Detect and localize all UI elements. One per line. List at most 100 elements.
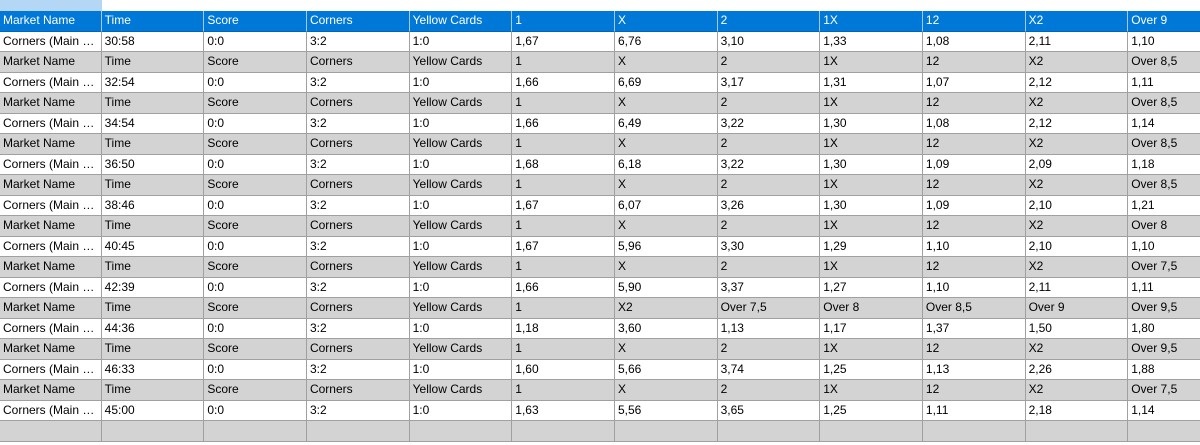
cell-odd-12[interactable]: Over 8,5 [922, 298, 1026, 319]
cell-yellow-cards[interactable]: 1:0 [409, 72, 513, 93]
cell-odd-1[interactable]: 1,67 [512, 236, 615, 257]
cell-odd-2[interactable]: 2 [717, 257, 821, 278]
cell-odd-x2[interactable]: 2,10 [1025, 195, 1129, 216]
subheader-row[interactable]: Market Name Time Score Corners Yellow Cards 1… [0, 93, 1200, 114]
cell-odd-1[interactable]: 1 [512, 298, 615, 319]
cell-market-name[interactable]: Market Name [0, 175, 102, 196]
cell-odd-12[interactable]: 1,13 [922, 359, 1026, 380]
cell-odd-1x[interactable]: 1X [820, 52, 923, 73]
cell-time[interactable]: 46:33 [101, 359, 205, 380]
subheader-row[interactable]: Market Name Time Score Corners Yellow Cards 1… [0, 175, 1200, 196]
cell-corners[interactable]: 3:2 [306, 154, 410, 175]
subheader-row[interactable]: Market Name Time Score Corners Yellow Cards 1… [0, 380, 1200, 401]
cell-odd-12[interactable]: 12 [922, 257, 1026, 278]
cell-odd-x[interactable]: X [614, 52, 718, 73]
table-row[interactable]: Corners (Main Ga... 44:36 0:0 3:2 1:0 1,18 3,6… [0, 318, 1200, 339]
cell-market-name[interactable]: Corners (Main Ga... [0, 31, 102, 52]
empty-new-row[interactable] [0, 421, 1200, 442]
cell-odd-2[interactable]: 2 [717, 339, 821, 360]
cell-corners[interactable]: Corners [306, 257, 410, 278]
cell-odd-1x[interactable]: 1X [820, 380, 923, 401]
cell-market-name[interactable]: Corners (Main Ga... [0, 72, 102, 93]
cell-score[interactable]: Score [204, 298, 307, 319]
cell-market-name[interactable]: Corners (Main Ga... [0, 400, 102, 421]
cell-score[interactable]: Score [204, 257, 307, 278]
empty-cell[interactable] [614, 421, 718, 442]
cell-odd-x[interactable]: 5,90 [614, 277, 718, 298]
cell-odd-1[interactable]: 1,18 [512, 318, 615, 339]
cell-odd-1x[interactable]: Over 8 [820, 298, 923, 319]
cell-odd-1x[interactable]: 1,30 [820, 154, 923, 175]
empty-cell[interactable] [1025, 421, 1129, 442]
cell-odd-1x[interactable]: 1,17 [820, 318, 923, 339]
empty-cell[interactable] [101, 421, 205, 442]
cell-odd-x2[interactable]: X2 [1025, 52, 1129, 73]
cell-corners[interactable]: 3:2 [306, 72, 410, 93]
cell-odd-x[interactable]: 6,76 [614, 31, 718, 52]
cell-corners[interactable]: 3:2 [306, 400, 410, 421]
cell-odd-x[interactable]: X2 [614, 298, 718, 319]
cell-yellow-cards[interactable]: Yellow Cards [409, 216, 513, 237]
cell-odd-1x[interactable]: 1X [820, 257, 923, 278]
cell-odd-x2[interactable]: X2 [1025, 216, 1129, 237]
cell-time[interactable]: 30:58 [101, 31, 205, 52]
cell-odd-12[interactable]: 12 [922, 93, 1026, 114]
cell-odd-1x[interactable]: 1X [820, 216, 923, 237]
cell-odd-x[interactable]: 5,96 [614, 236, 718, 257]
cell-odd-2[interactable]: 3,17 [717, 72, 821, 93]
cell-odd-over[interactable]: 1,11 [1128, 72, 1200, 93]
empty-cell[interactable] [922, 421, 1026, 442]
cell-odd-1x[interactable]: 1,30 [820, 195, 923, 216]
cell-market-name[interactable]: Market Name [0, 134, 102, 155]
empty-cell[interactable] [1128, 421, 1200, 442]
cell-odd-over[interactable]: 1,10 [1128, 236, 1200, 257]
cell-odd-1x[interactable]: 1,33 [820, 31, 923, 52]
cell-corners[interactable]: 3:2 [306, 195, 410, 216]
cell-odd-over[interactable]: 1,21 [1128, 195, 1200, 216]
cell-yellow-cards[interactable]: Yellow Cards [409, 175, 513, 196]
cell-corners[interactable]: 3:2 [306, 113, 410, 134]
table-row[interactable]: Corners (Main Ga... 46:33 0:0 3:2 1:0 1,60 5,6… [0, 359, 1200, 380]
column-header-odd-over[interactable]: Over 9 [1128, 11, 1200, 32]
cell-yellow-cards[interactable]: 1:0 [409, 400, 513, 421]
cell-corners[interactable]: Corners [306, 93, 410, 114]
cell-odd-1[interactable]: 1,60 [512, 359, 615, 380]
cell-corners[interactable]: Corners [306, 52, 410, 73]
cell-odd-1[interactable]: 1,63 [512, 400, 615, 421]
cell-odd-12[interactable]: 12 [922, 175, 1026, 196]
cell-odd-x2[interactable]: 2,10 [1025, 236, 1129, 257]
cell-time[interactable]: 44:36 [101, 318, 205, 339]
cell-odd-12[interactable]: 1,09 [922, 154, 1026, 175]
cell-time[interactable]: Time [101, 380, 205, 401]
cell-score[interactable]: Score [204, 380, 307, 401]
table-row[interactable]: Corners (Main Ga... 36:50 0:0 3:2 1:0 1,68 6,1… [0, 154, 1200, 175]
cell-odd-over[interactable]: 1,10 [1128, 31, 1200, 52]
cell-odd-over[interactable]: Over 8 [1128, 216, 1200, 237]
cell-corners[interactable]: 3:2 [306, 318, 410, 339]
table-row[interactable]: Corners (Main Ga... 32:54 0:0 3:2 1:0 1,66 6,6… [0, 72, 1200, 93]
column-header-odd-1[interactable]: 1 [512, 11, 615, 32]
cell-odd-x[interactable]: X [614, 257, 718, 278]
cell-odd-x[interactable]: X [614, 339, 718, 360]
cell-score[interactable]: Score [204, 52, 307, 73]
column-header-market-name[interactable]: Market Name [0, 11, 102, 32]
cell-odd-x2[interactable]: 2,11 [1025, 31, 1129, 52]
cell-market-name[interactable]: Market Name [0, 93, 102, 114]
cell-score[interactable]: 0:0 [204, 236, 307, 257]
cell-odd-1x[interactable]: 1X [820, 134, 923, 155]
subheader-row[interactable]: Market Name Time Score Corners Yellow Cards 1… [0, 257, 1200, 278]
table-row[interactable]: Corners (Main Ga... 34:54 0:0 3:2 1:0 1,66 6,4… [0, 113, 1200, 134]
empty-cell[interactable] [820, 421, 923, 442]
cell-yellow-cards[interactable]: 1:0 [409, 359, 513, 380]
column-header-score[interactable]: Score [204, 11, 307, 32]
cell-yellow-cards[interactable]: 1:0 [409, 236, 513, 257]
cell-odd-over[interactable]: 1,18 [1128, 154, 1200, 175]
cell-odd-over[interactable]: Over 8,5 [1128, 134, 1200, 155]
cell-yellow-cards[interactable]: Yellow Cards [409, 52, 513, 73]
cell-odd-2[interactable]: 3,37 [717, 277, 821, 298]
cell-odd-x2[interactable]: 2,11 [1025, 277, 1129, 298]
empty-cell[interactable] [512, 421, 615, 442]
table-row[interactable]: Corners (Main Ga... 45:00 0:0 3:2 1:0 1,63 5,5… [0, 400, 1200, 421]
cell-market-name[interactable]: Corners (Main Ga... [0, 154, 102, 175]
